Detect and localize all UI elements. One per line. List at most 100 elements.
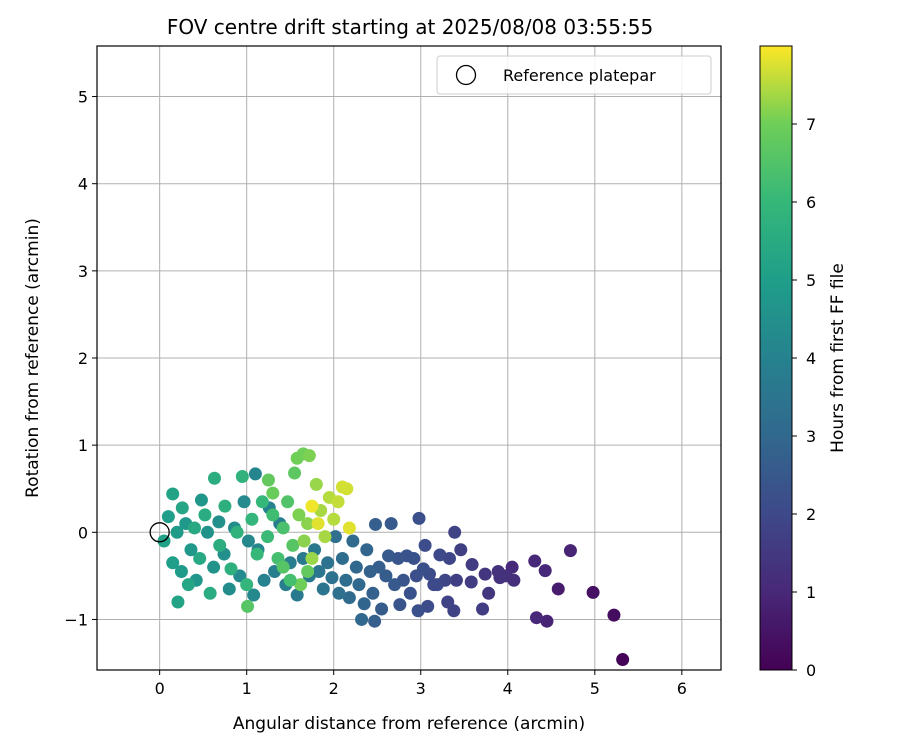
scatter-point <box>368 614 382 628</box>
scatter-point <box>187 521 201 535</box>
scatter-point <box>384 517 398 531</box>
y-tick-label: −1 <box>64 610 88 629</box>
scatter-point <box>247 588 261 602</box>
scatter-point <box>327 512 341 526</box>
y-tick-label: 2 <box>78 349 88 368</box>
y-tick-label: 4 <box>78 175 88 194</box>
scatter-point <box>207 471 221 485</box>
scatter-point <box>538 564 552 578</box>
x-tick-label: 5 <box>590 679 600 698</box>
scatter-point <box>349 560 363 574</box>
scatter-point <box>454 543 468 557</box>
scatter-point <box>166 487 180 501</box>
scatter-point <box>194 493 208 507</box>
scatter-point <box>355 612 369 626</box>
colorbar-tick-label: 6 <box>806 193 816 212</box>
scatter-point <box>266 486 280 500</box>
scatter-point <box>213 538 227 552</box>
scatter-point <box>331 495 345 509</box>
scatter-point <box>379 569 393 583</box>
scatter-point <box>540 614 554 628</box>
scatter-point <box>203 586 217 600</box>
scatter-point <box>170 525 184 539</box>
scatter-point <box>449 573 463 587</box>
scatter-point <box>297 534 311 548</box>
scatter-point <box>241 599 255 613</box>
scatter-point <box>316 582 330 596</box>
scatter-point <box>403 586 417 600</box>
y-tick-label: 1 <box>78 436 88 455</box>
scatter-point <box>235 470 249 484</box>
legend-marker <box>455 64 477 86</box>
x-tick-label: 1 <box>242 679 252 698</box>
legend: Reference platepar <box>436 55 712 95</box>
x-axis-ticks: 0 1 2 3 4 5 6 <box>155 670 687 698</box>
scatter-point <box>241 534 255 548</box>
scatter-point <box>418 538 432 552</box>
scatter-point <box>240 578 254 592</box>
scatter-point <box>250 547 264 561</box>
scatter-point <box>301 565 315 579</box>
scatter-point <box>332 586 346 600</box>
scatter-point <box>339 573 353 587</box>
scatter-point <box>482 586 496 600</box>
scatter-point <box>290 588 304 602</box>
scatter-point <box>346 534 360 548</box>
scatter-point <box>551 582 565 596</box>
scatter-point <box>230 525 244 539</box>
scatter-point <box>388 578 402 592</box>
scatter-point <box>301 517 315 531</box>
scatter-point <box>368 517 382 531</box>
colorbar-tick-label: 7 <box>806 115 816 134</box>
scatter-point <box>233 569 247 583</box>
scatter-point <box>375 602 389 616</box>
scatter-point <box>286 538 300 552</box>
scatter-point <box>411 604 425 618</box>
scatter-point <box>175 501 189 515</box>
colorbar-tick-label: 5 <box>806 271 816 290</box>
colorbar-tick-label: 2 <box>806 505 816 524</box>
scatter-point <box>409 569 423 583</box>
scatter-point <box>493 571 507 585</box>
scatter-point <box>363 565 377 579</box>
scatter-point <box>171 595 185 609</box>
scatter-point <box>321 556 335 570</box>
scatter-point <box>464 575 478 589</box>
scatter-point <box>427 578 441 592</box>
scatter-point <box>193 551 207 565</box>
chart-title: FOV centre drift starting at 2025/08/08 … <box>167 15 653 39</box>
legend-label: Reference platepar <box>503 66 656 85</box>
legend-box <box>436 55 712 95</box>
scatter-point <box>248 467 262 481</box>
scatter-point <box>283 573 297 587</box>
x-tick-label: 6 <box>677 679 687 698</box>
scatter-point <box>366 586 380 600</box>
scatter-point <box>255 495 269 509</box>
colorbar-label: Hours from first FF file <box>828 263 848 453</box>
scatter-point <box>342 591 356 605</box>
scatter-point <box>529 611 543 625</box>
colorbar-ticks: 0 1 2 3 4 5 6 7 <box>792 115 816 680</box>
colorbar-tick-label: 0 <box>806 661 816 680</box>
scatter-point <box>476 602 490 616</box>
scatter-point <box>478 567 492 581</box>
scatter-point <box>616 653 630 667</box>
reference-marker <box>149 522 170 543</box>
scatter-point <box>166 556 180 570</box>
scatter-point <box>245 512 259 526</box>
y-tick-label: 0 <box>78 523 88 542</box>
y-axis-ticks: −1 0 1 2 3 4 5 <box>64 88 97 629</box>
scatter-point <box>311 517 325 531</box>
scatter-point <box>184 543 198 557</box>
scatter-point <box>294 578 308 592</box>
scatter-point <box>412 511 426 525</box>
scatter-point <box>448 525 462 539</box>
scatter-point <box>174 565 188 579</box>
scatter-point <box>305 499 319 513</box>
scatter-point <box>393 598 407 612</box>
scatter-point <box>292 508 306 522</box>
scatter-point <box>288 466 302 480</box>
y-axis-label: Rotation from reference (arcmin) <box>23 218 43 498</box>
x-tick-label: 2 <box>329 679 339 698</box>
